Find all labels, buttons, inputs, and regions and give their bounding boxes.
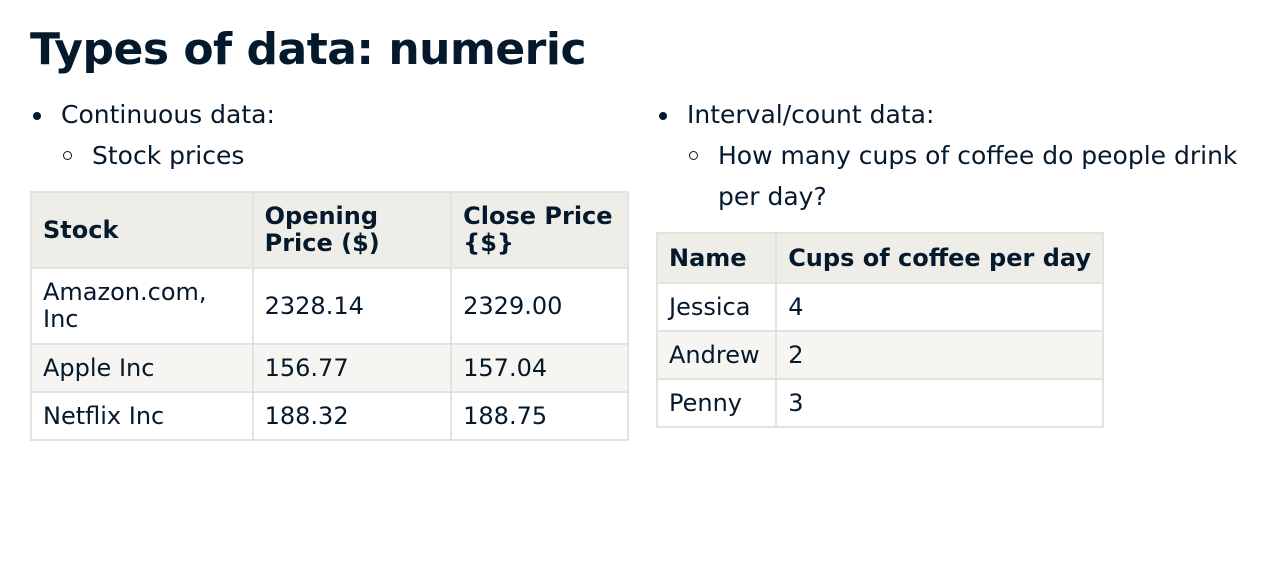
interval-count-data-bullet: Interval/count data: [656,95,1256,135]
table-row: Penny 3 [655,378,1104,428]
header-stock: Stock [30,191,254,269]
cell-opening-price: 188.32 [251,391,453,441]
continuous-data-section: Continuous data: Stock prices Stock Open… [30,95,630,441]
table-row: Andrew 2 [655,330,1104,380]
table-row: Amazon.com, Inc 2328.14 2329.00 [30,267,629,345]
cell-cups: 4 [775,282,1104,332]
cell-close-price: 2329.00 [450,267,629,345]
cell-name: Jessica [655,282,778,332]
continuous-data-bullet: Continuous data: [30,95,630,135]
header-name: Name [655,232,778,284]
cell-stock-name: Amazon.com, Inc [30,267,254,345]
table-header-row: Stock Opening Price ($) Close Price {$} [30,191,629,269]
stock-prices-table: Stock Opening Price ($) Close Price {$} … [30,191,629,441]
header-opening-price: Opening Price ($) [251,191,453,269]
cell-name: Penny [655,378,778,428]
slide-title: Types of data: numeric [30,24,587,75]
cell-opening-price: 156.77 [251,343,453,393]
header-close-price: Close Price {$} [450,191,629,269]
coffee-question-sub-bullet: How many cups of coffee do people drink … [687,135,1256,217]
cell-cups: 3 [775,378,1104,428]
coffee-cups-table: Name Cups of coffee per day Jessica 4 An… [655,232,1104,428]
table-row: Netflix Inc 188.32 188.75 [30,391,629,441]
interval-count-data-section: Interval/count data: How many cups of co… [655,95,1256,428]
cell-name: Andrew [655,330,778,380]
cell-close-price: 188.75 [450,391,629,441]
cell-opening-price: 2328.14 [251,267,453,345]
table-row: Jessica 4 [655,282,1104,332]
cell-stock-name: Netflix Inc [30,391,254,441]
cell-stock-name: Apple Inc [30,343,254,393]
cell-cups: 2 [775,330,1104,380]
stock-prices-sub-bullet: Stock prices [61,135,630,176]
cell-close-price: 157.04 [450,343,629,393]
header-cups-per-day: Cups of coffee per day [775,232,1104,284]
table-row: Apple Inc 156.77 157.04 [30,343,629,393]
table-header-row: Name Cups of coffee per day [655,232,1104,284]
